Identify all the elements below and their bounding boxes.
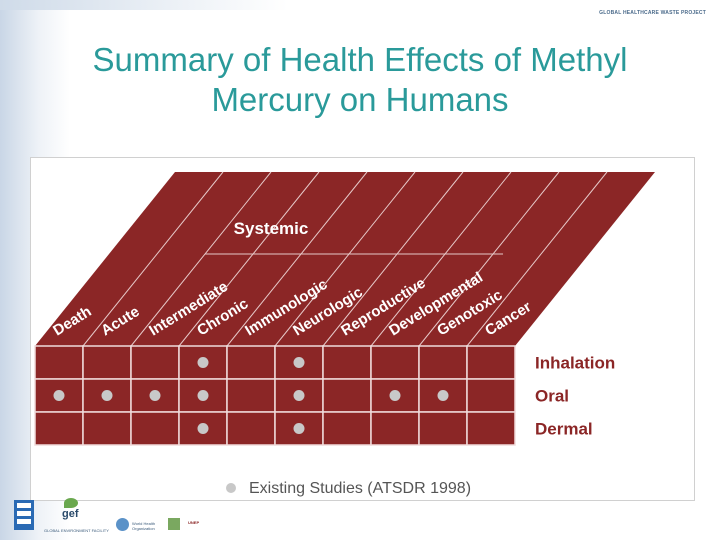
grid-cell xyxy=(466,411,516,446)
header-divider xyxy=(130,171,272,347)
gef-leaf-icon xyxy=(64,498,78,508)
study-dot xyxy=(197,423,209,434)
grid-cell xyxy=(274,411,324,446)
grid-cell xyxy=(322,411,372,446)
study-dot xyxy=(197,390,209,401)
header-divider xyxy=(178,171,320,347)
title-line-2: Mercury on Humans xyxy=(211,81,509,118)
unep-text: UNEP xyxy=(188,520,200,525)
grid-cell xyxy=(466,345,516,380)
study-dot xyxy=(389,390,401,401)
undp-logo xyxy=(14,500,34,530)
row-label-inhalation: Inhalation xyxy=(535,354,615,373)
study-dot xyxy=(149,390,161,401)
study-dot xyxy=(437,390,449,401)
grid-cell xyxy=(226,411,276,446)
grid-cell xyxy=(226,378,276,413)
header-divider xyxy=(82,171,224,347)
study-dot xyxy=(101,390,113,401)
header-divider xyxy=(466,171,608,347)
grid-cell xyxy=(130,345,180,380)
grid-cell xyxy=(226,345,276,380)
study-dot xyxy=(293,423,305,434)
grid-cell xyxy=(322,345,372,380)
grid-cell xyxy=(34,345,84,380)
unep-emblem-icon xyxy=(168,518,180,530)
header-divider xyxy=(370,171,512,347)
header-divider xyxy=(418,171,560,347)
legend-label: Existing Studies (ATSDR 1998) xyxy=(249,480,471,497)
grid-cell xyxy=(370,345,420,380)
header-divider xyxy=(274,171,416,347)
study-dot xyxy=(293,357,305,368)
gef-caption: GLOBAL ENVIRONMENT FACILITY xyxy=(44,528,109,533)
study-dot xyxy=(53,390,65,401)
row-label-oral: Oral xyxy=(535,387,569,406)
grid-cell xyxy=(130,411,180,446)
grid-cell xyxy=(82,411,132,446)
grid-cell xyxy=(418,345,468,380)
gef-logo: gef GLOBAL ENVIRONMENT FACILITY xyxy=(44,498,118,538)
row-label-dermal: Dermal xyxy=(535,420,593,439)
grid-cell xyxy=(322,378,372,413)
who-emblem-icon xyxy=(116,518,129,531)
grid-cell xyxy=(34,411,84,446)
grid-cell xyxy=(466,378,516,413)
header-bar xyxy=(0,0,720,10)
slide-title: Summary of Health Effects of Methyl Merc… xyxy=(0,40,720,120)
grid-cell xyxy=(82,345,132,380)
project-label: GLOBAL HEALTHCARE WASTE PROJECT xyxy=(599,10,706,16)
study-dot xyxy=(197,357,209,368)
who-logo: World Health Organization xyxy=(116,518,176,534)
systemic-label: Systemic xyxy=(234,219,309,238)
study-dot xyxy=(293,390,305,401)
header-divider xyxy=(226,171,368,347)
unep-logo: UNEP xyxy=(168,518,238,534)
header-divider xyxy=(322,171,464,347)
who-text: World Health Organization xyxy=(132,521,156,531)
title-line-1: Summary of Health Effects of Methyl xyxy=(92,41,628,78)
grid-cell xyxy=(370,411,420,446)
gef-text: gef xyxy=(62,508,79,520)
figure-frame: Systemic Death Acute Intermediate Chronic Imm… xyxy=(30,157,695,501)
legend-dot xyxy=(226,483,236,493)
grid-cell xyxy=(418,411,468,446)
footer-logos: gef GLOBAL ENVIRONMENT FACILITY World He… xyxy=(0,498,720,540)
